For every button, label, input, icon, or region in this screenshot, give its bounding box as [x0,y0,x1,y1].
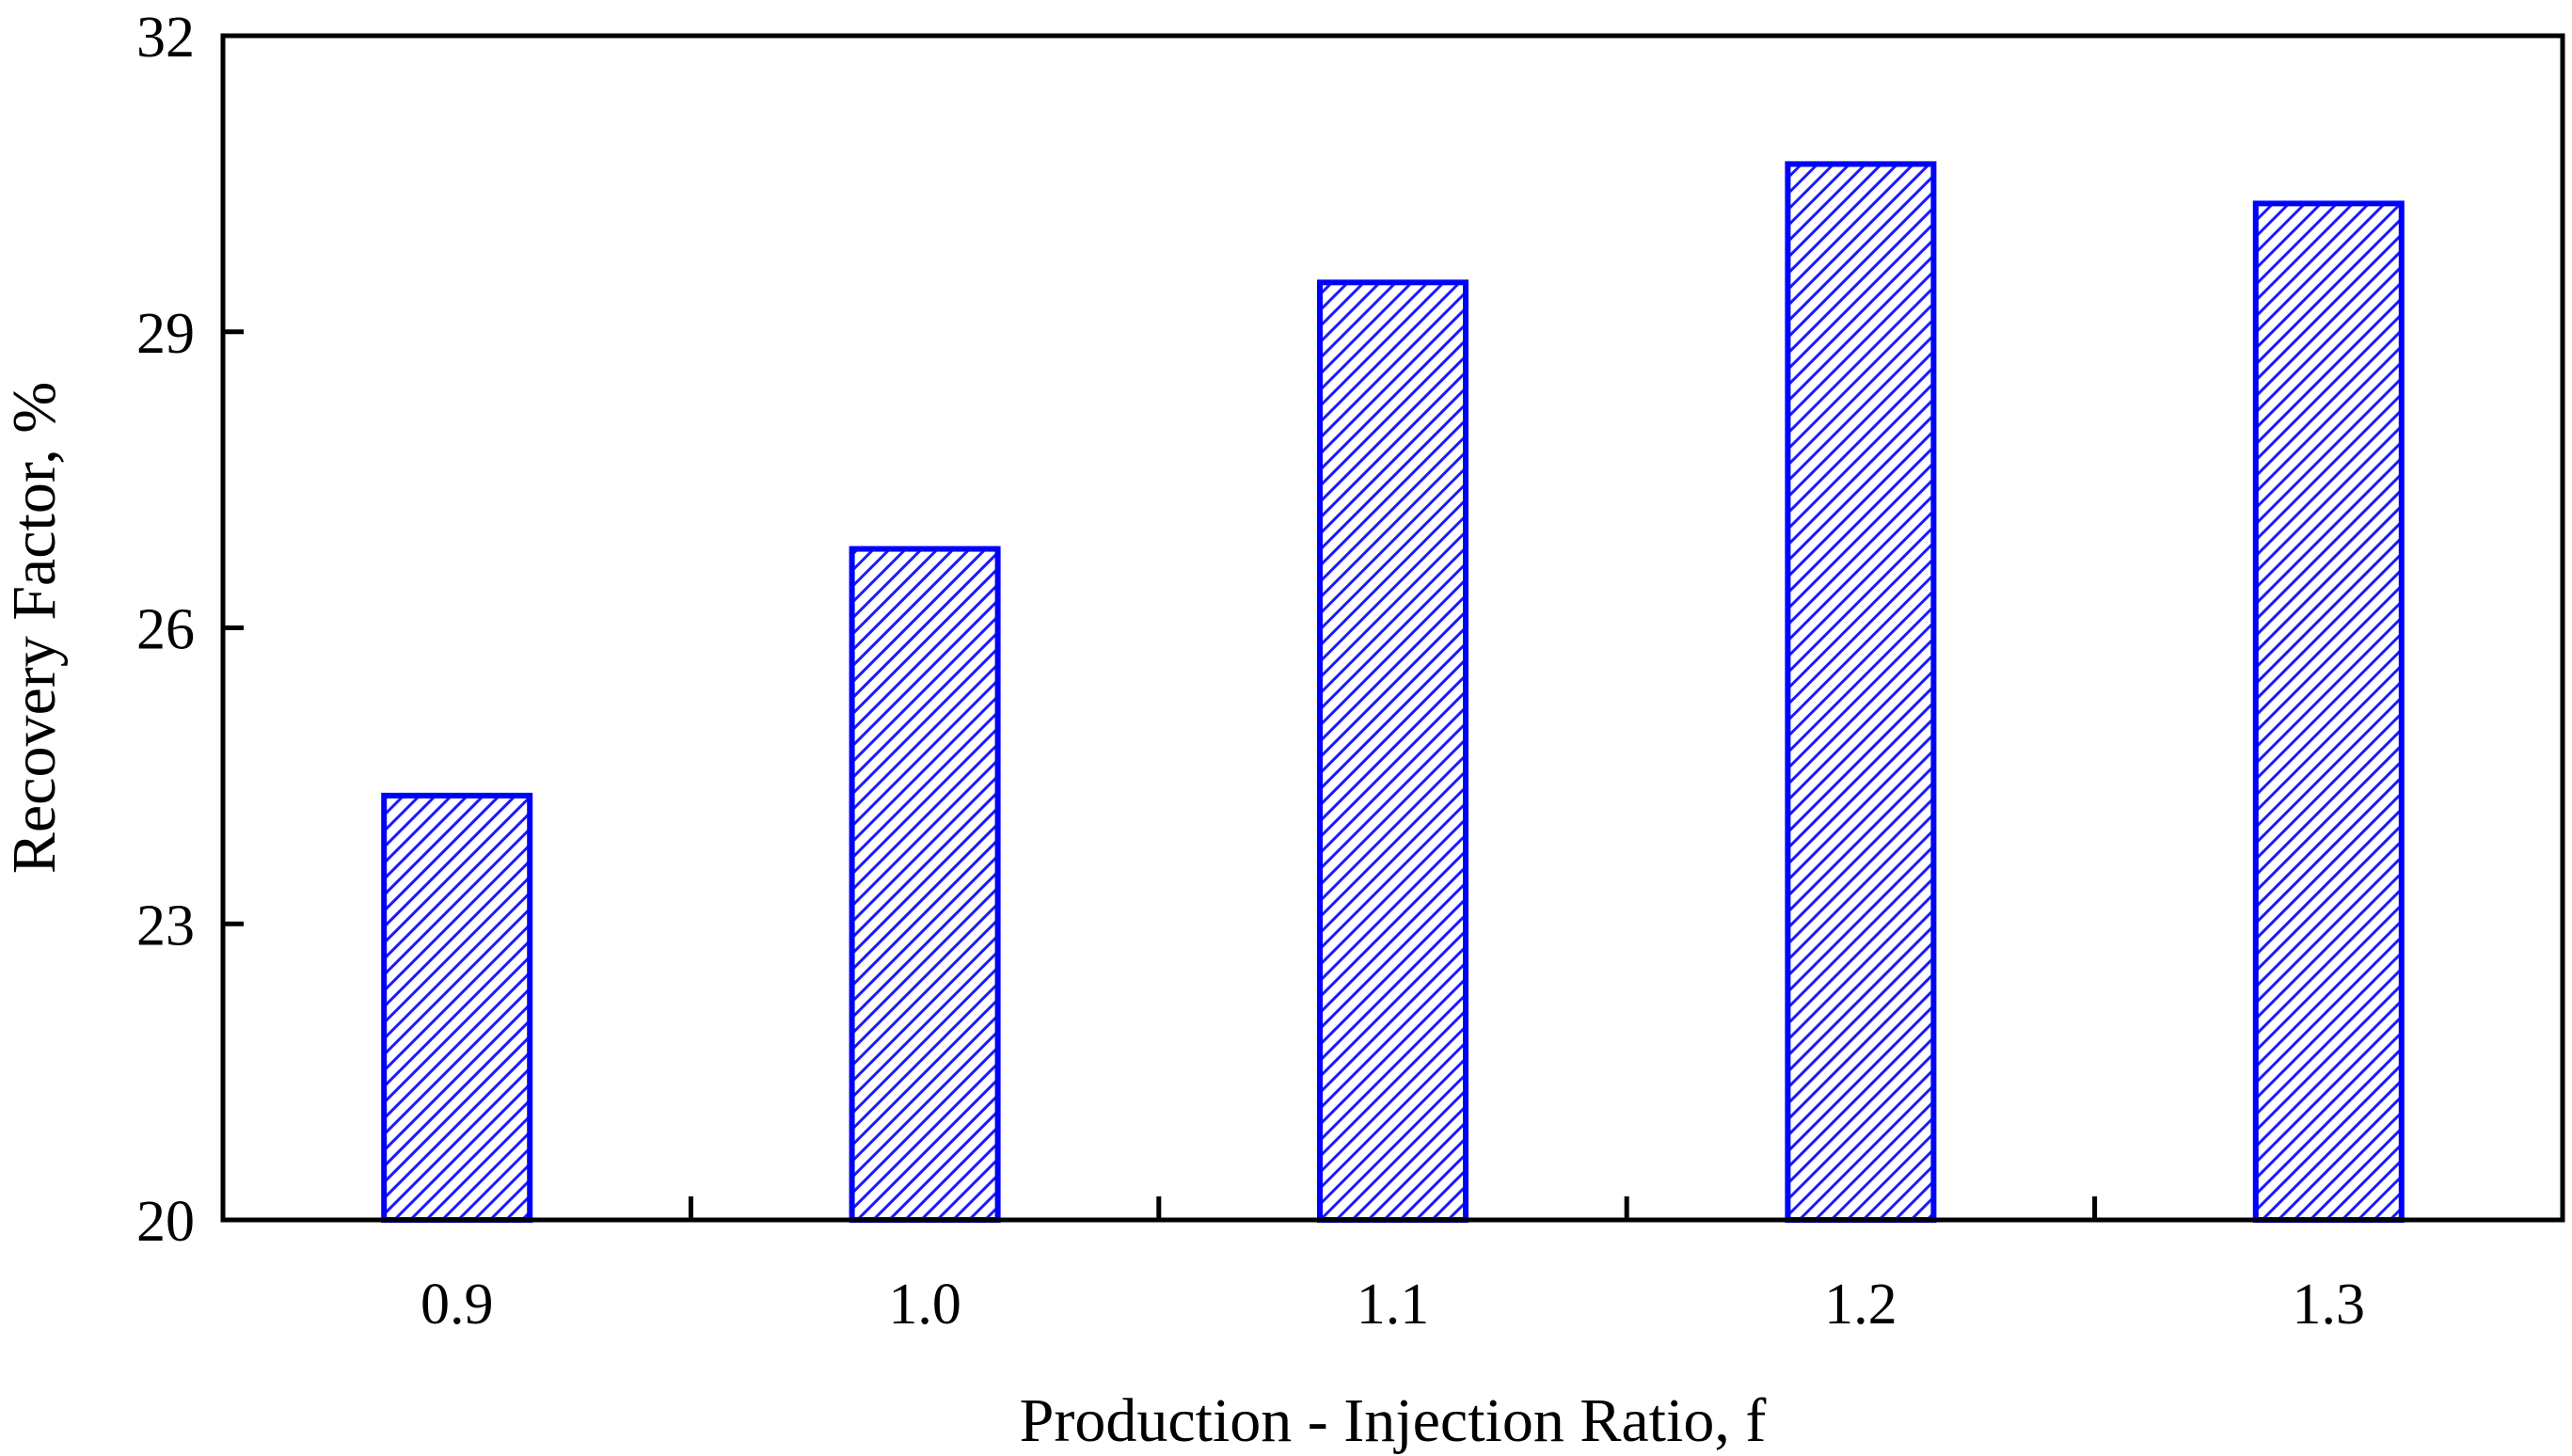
y-axis-title: Recovery Factor, % [0,382,69,874]
bar-1.1 [1317,279,1469,1223]
x-tick-label: 0.9 [421,1273,494,1337]
y-tick-label: 23 [136,894,195,957]
y-axis-tick-labels: 20 23 26 29 32 [136,6,195,1254]
bar-0.9 [381,792,533,1223]
y-axis-ticks [223,329,244,926]
y-tick-label: 26 [136,598,195,662]
bar-1.3 [2252,200,2405,1224]
y-tick-label: 20 [136,1190,195,1254]
bar-1.0 [849,546,1001,1223]
x-tick-label: 1.1 [1357,1273,1430,1337]
x-tick-label: 1.2 [1824,1273,1897,1337]
y-tick-label: 29 [136,302,195,366]
x-tick-label: 1.0 [888,1273,961,1337]
x-axis-title: Production - Injection Ratio, f [1020,1386,1767,1455]
bars-group [381,161,2405,1224]
y-tick-label: 32 [136,6,195,70]
x-tick-label: 1.3 [2293,1273,2366,1337]
x-axis-tick-labels: 0.9 1.0 1.1 1.2 1.3 [421,1273,2365,1337]
x-axis-ticks [688,1196,2098,1220]
bar-1.2 [1785,161,1937,1223]
